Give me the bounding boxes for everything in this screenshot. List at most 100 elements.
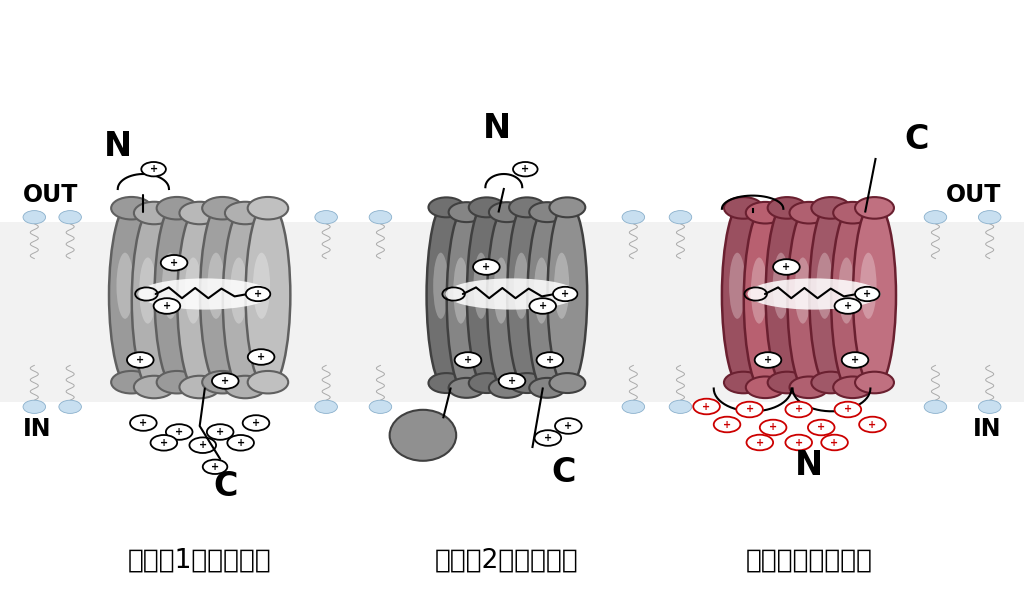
Text: C: C	[551, 456, 575, 489]
Text: +: +	[508, 376, 516, 386]
Circle shape	[161, 255, 187, 271]
Ellipse shape	[200, 200, 245, 390]
Text: OUT: OUT	[946, 183, 1001, 207]
Ellipse shape	[855, 197, 894, 219]
Ellipse shape	[162, 253, 179, 319]
Text: C: C	[904, 122, 929, 155]
Text: +: +	[745, 404, 754, 415]
Ellipse shape	[766, 200, 809, 390]
Ellipse shape	[534, 257, 549, 323]
Ellipse shape	[834, 202, 872, 224]
Text: C: C	[213, 469, 238, 503]
Ellipse shape	[745, 202, 784, 224]
Circle shape	[842, 352, 868, 368]
Circle shape	[978, 211, 1001, 224]
Text: +: +	[830, 437, 839, 448]
Ellipse shape	[790, 377, 828, 398]
Ellipse shape	[743, 205, 786, 395]
Circle shape	[207, 424, 233, 440]
Circle shape	[243, 415, 269, 431]
Text: タイプ1ロドプシン: タイプ1ロドプシン	[128, 548, 271, 574]
Ellipse shape	[446, 205, 486, 395]
Text: +: +	[252, 418, 260, 428]
Circle shape	[248, 349, 274, 365]
Ellipse shape	[860, 253, 877, 319]
Circle shape	[59, 211, 82, 224]
Ellipse shape	[155, 200, 200, 390]
Circle shape	[315, 400, 338, 413]
Ellipse shape	[795, 257, 811, 323]
Ellipse shape	[527, 205, 567, 395]
Circle shape	[166, 424, 193, 440]
Circle shape	[785, 402, 812, 418]
Ellipse shape	[246, 200, 291, 390]
Ellipse shape	[449, 378, 484, 398]
Ellipse shape	[507, 200, 547, 390]
Text: +: +	[175, 427, 183, 437]
Text: +: +	[764, 355, 772, 365]
Text: N: N	[103, 130, 132, 163]
Ellipse shape	[768, 197, 807, 219]
Text: +: +	[795, 404, 803, 415]
Circle shape	[151, 435, 177, 451]
Circle shape	[924, 211, 946, 224]
Ellipse shape	[855, 371, 894, 394]
Text: N: N	[482, 113, 511, 145]
Circle shape	[924, 400, 946, 413]
Text: +: +	[521, 164, 529, 174]
Circle shape	[773, 259, 800, 275]
Circle shape	[714, 416, 740, 432]
Circle shape	[808, 419, 835, 436]
Ellipse shape	[427, 200, 466, 390]
Text: +: +	[795, 437, 803, 448]
Text: +: +	[150, 164, 158, 174]
Circle shape	[978, 400, 1001, 413]
Circle shape	[535, 430, 561, 446]
Ellipse shape	[449, 202, 484, 222]
Ellipse shape	[809, 200, 852, 390]
Ellipse shape	[773, 253, 790, 319]
Text: +: +	[561, 289, 569, 299]
Ellipse shape	[473, 253, 488, 319]
Circle shape	[555, 418, 582, 434]
Ellipse shape	[253, 253, 270, 319]
Ellipse shape	[223, 205, 267, 395]
Ellipse shape	[433, 253, 449, 319]
Text: +: +	[868, 419, 877, 430]
Ellipse shape	[550, 373, 586, 393]
Text: タイプ2ロドプシン: タイプ2ロドプシン	[435, 548, 579, 574]
Bar	[0, 222, 1024, 402]
Text: +: +	[221, 376, 229, 386]
Circle shape	[24, 400, 45, 413]
Ellipse shape	[724, 371, 763, 394]
Text: +: +	[211, 462, 219, 472]
Ellipse shape	[722, 200, 765, 390]
Text: +: +	[257, 352, 265, 362]
Text: ヘリオロドプシン: ヘリオロドプシン	[745, 548, 872, 574]
Text: +: +	[546, 355, 554, 365]
Ellipse shape	[811, 197, 850, 219]
Ellipse shape	[202, 371, 243, 394]
Circle shape	[130, 415, 157, 431]
Ellipse shape	[467, 200, 507, 390]
Text: +: +	[723, 419, 731, 430]
Circle shape	[141, 162, 166, 176]
Ellipse shape	[184, 257, 202, 323]
Ellipse shape	[157, 197, 198, 220]
Circle shape	[760, 419, 786, 436]
Ellipse shape	[179, 202, 220, 224]
Circle shape	[855, 287, 880, 301]
Ellipse shape	[514, 253, 529, 319]
Ellipse shape	[748, 278, 881, 310]
Ellipse shape	[112, 197, 152, 220]
Ellipse shape	[839, 257, 855, 323]
Circle shape	[622, 211, 645, 224]
Circle shape	[189, 437, 216, 453]
Ellipse shape	[230, 257, 248, 323]
Ellipse shape	[488, 378, 525, 398]
Text: +: +	[464, 355, 472, 365]
Ellipse shape	[177, 205, 222, 395]
Ellipse shape	[134, 376, 174, 398]
Ellipse shape	[202, 197, 243, 220]
Ellipse shape	[548, 200, 587, 390]
